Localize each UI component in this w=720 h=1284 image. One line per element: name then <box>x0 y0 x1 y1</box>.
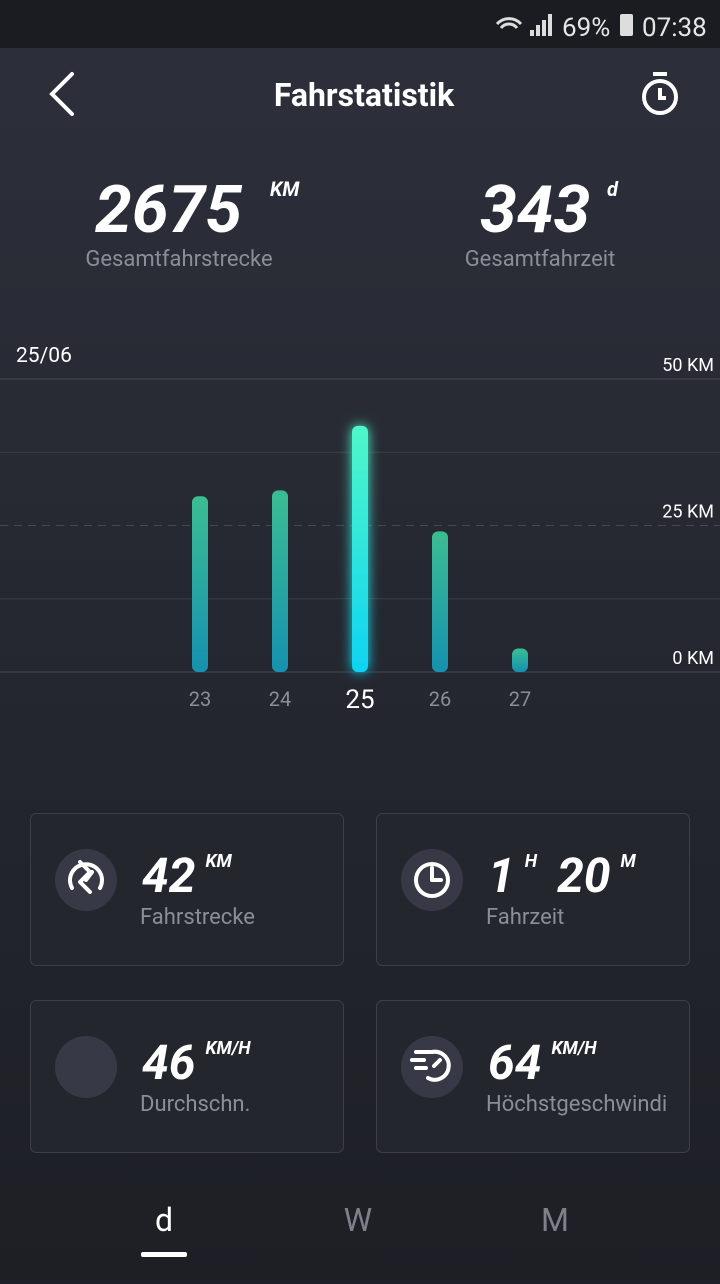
y-tick-label: 0 KM <box>672 648 714 669</box>
stat-label: Durchschn. <box>140 1092 250 1117</box>
stat-card <box>376 1000 690 1153</box>
tab[interactable]: W <box>344 1201 372 1239</box>
stat-unit: KM/H <box>551 1038 597 1059</box>
chart: 0 KM 25 KM 50 KM 23 24 25 26 27 <box>0 355 720 715</box>
stat-value: 42 <box>142 847 195 904</box>
x-tick-label[interactable]: 27 <box>509 687 531 711</box>
stat-value: 46 <box>142 1034 195 1091</box>
y-tick-label: 25 KM <box>662 502 714 523</box>
stat-label: Fahrstrecke <box>140 905 255 930</box>
x-tick-label[interactable]: 25 <box>345 685 374 715</box>
stat-label: Fahrzeit <box>486 905 564 930</box>
summary-label: Gesamtfahrzeit <box>465 247 616 272</box>
battery-icon <box>620 14 633 36</box>
tab[interactable]: M <box>541 1201 569 1239</box>
tab[interactable]: d <box>155 1201 173 1239</box>
stat-unit: H <box>525 851 538 872</box>
signal-icon <box>530 14 552 36</box>
stat-unit: M <box>621 851 637 872</box>
stat-cards: 42 KM Fahrstrecke 1 H 20 M Fahrzeit 46 KM/H Durchs… <box>30 813 690 1153</box>
summary-value: 2675 <box>95 172 242 249</box>
summary-label: Gesamtfahrstrecke <box>85 247 272 272</box>
stat-value: 20 <box>557 847 610 904</box>
stat-icon-bg <box>401 1036 463 1098</box>
stat-icon <box>410 1049 451 1082</box>
summary-value: 343 <box>480 172 590 249</box>
y-tick-label: 50 KM <box>662 355 714 376</box>
bar[interactable] <box>272 490 288 672</box>
tab-indicator <box>141 1252 187 1257</box>
x-tick-label[interactable]: 26 <box>429 687 451 711</box>
bar[interactable] <box>192 496 208 672</box>
wifi-icon <box>495 17 523 30</box>
stat-unit: KM/H <box>205 1038 251 1059</box>
summary-unit: d <box>607 177 619 201</box>
clock: 07:38 <box>642 13 707 43</box>
stat-icon <box>430 866 443 882</box>
x-tick-label[interactable]: 23 <box>189 687 211 711</box>
back-button[interactable] <box>49 72 74 116</box>
stat-card <box>376 813 690 966</box>
bar[interactable] <box>432 531 448 672</box>
stat-icon <box>414 862 450 898</box>
stat-card <box>30 1000 344 1153</box>
stat-value: 64 <box>488 1034 541 1091</box>
bar[interactable] <box>512 648 528 672</box>
bar[interactable] <box>352 425 368 672</box>
stat-card <box>30 813 344 966</box>
stat-icon <box>68 862 104 890</box>
stat-icon-bg <box>55 1036 117 1098</box>
summary-unit: KM <box>270 177 300 201</box>
status-bar <box>0 0 720 48</box>
stat-icon <box>78 860 92 894</box>
page-title: Fahrstatistik <box>274 76 455 114</box>
battery-text: 69% <box>562 13 610 43</box>
stopwatch-button[interactable] <box>642 72 678 115</box>
stat-value: 1 <box>488 847 515 904</box>
stat-label: Höchstgeschwindi <box>486 1092 667 1117</box>
stat-unit: KM <box>205 851 232 872</box>
x-tick-label[interactable]: 24 <box>269 687 291 711</box>
chart-date: 25/06 <box>16 344 72 368</box>
